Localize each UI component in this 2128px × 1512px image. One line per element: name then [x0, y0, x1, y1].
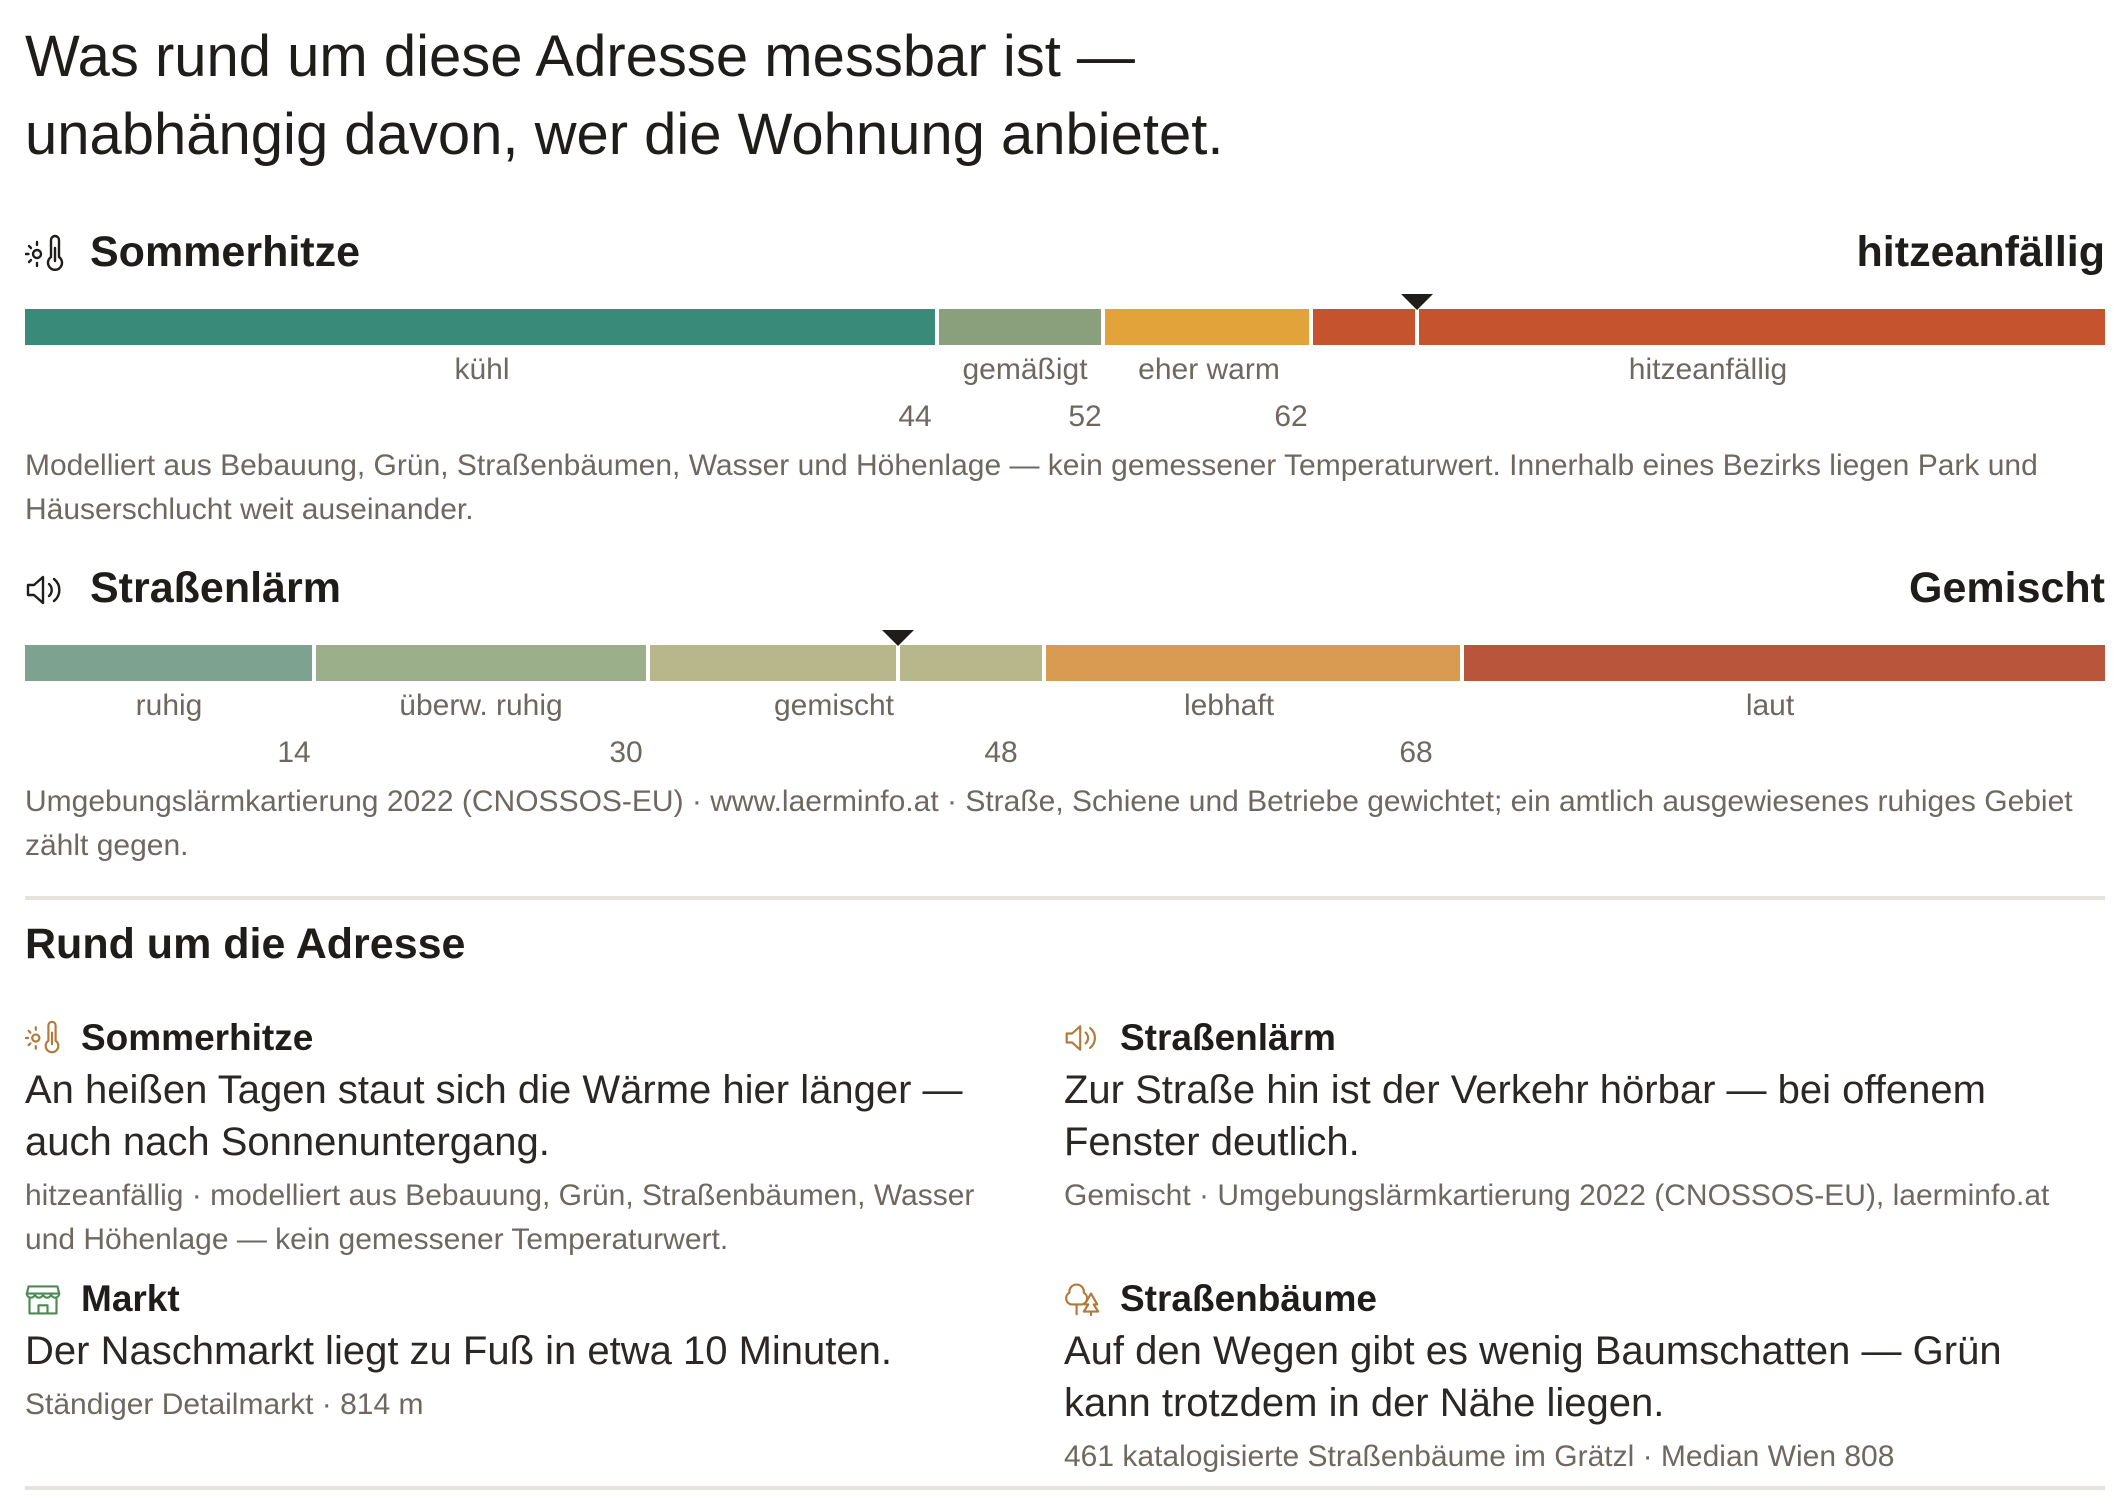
- card-strassenbaeume-text: Auf den Wegen gibt es wenig Baumschatten…: [1064, 1329, 2002, 1425]
- card-sommerhitze-text: An heißen Tagen staut sich die Wärme hie…: [25, 1068, 963, 1164]
- noise-metric-title: Straßenlärm: [90, 564, 341, 612]
- market-stall-icon: [25, 1285, 61, 1315]
- heat-metric-header: Sommerhitze hitzeanfällig: [25, 222, 2105, 282]
- heat-metric-title: Sommerhitze: [90, 228, 361, 276]
- noise-label-lebhaft: lebhaft: [1183, 689, 1275, 722]
- card-strassenlaerm: Straßenlärm Zur Straße hin ist der Verke…: [1064, 1012, 2064, 1218]
- card-strassenbaeume: Straßenbäume Auf den Wegen gibt es wenig…: [1064, 1273, 2064, 1479]
- noise-metric-header: Straßenlärm Gemischt: [25, 558, 2105, 618]
- headline-line-1: Was rund um diese Adresse messbar ist —: [25, 24, 1135, 89]
- card-sommerhitze-title: Sommerhitze: [81, 1017, 314, 1058]
- card-markt: Markt Der Naschmarkt liegt zu Fuß in etw…: [25, 1273, 1025, 1427]
- card-strassenlaerm-header: Straßenlärm: [1064, 1012, 2064, 1064]
- thermometer-sun-icon: [25, 234, 64, 271]
- heat-segment-hitzeanfaellig: [1309, 309, 2105, 345]
- heat-metric-verdict: hitzeanfällig: [1856, 228, 2105, 276]
- heat-label-kuehl: kühl: [454, 353, 510, 386]
- noise-metric: Straßenlärm Gemischt ruhig überw. ruhig …: [25, 558, 2105, 862]
- section-title: Rund um die Adresse: [25, 920, 466, 968]
- section-divider: [25, 896, 2105, 900]
- card-strassenlaerm-title: Straßenlärm: [1120, 1017, 1336, 1058]
- heat-note: Modelliert aus Bebauung, Grün, Straßenbä…: [25, 449, 2038, 526]
- noise-segment-ruhig: [25, 645, 312, 681]
- card-strassenbaeume-meta: 461 katalogisierte Straßenbäume im Grätz…: [1064, 1440, 1895, 1473]
- card-sommerhitze: Sommerhitze An heißen Tagen staut sich d…: [25, 1012, 1025, 1262]
- noise-label-ruhig: ruhig: [135, 689, 203, 722]
- heat-segment-gemaessigt: [935, 309, 1101, 345]
- card-sommerhitze-meta: hitzeanfällig · modelliert aus Bebauung,…: [25, 1179, 975, 1256]
- card-strassenlaerm-text: Zur Straße hin ist der Verkehr hörbar — …: [1064, 1068, 1986, 1164]
- noise-tick-14: 14: [277, 736, 311, 769]
- card-strassenlaerm-meta: Gemischt · Umgebungslärmkartierung 2022 …: [1064, 1179, 2050, 1212]
- heat-tick-62: 62: [1274, 400, 1308, 433]
- noise-tick-68: 68: [1399, 736, 1433, 769]
- noise-tick-30: 30: [609, 736, 643, 769]
- heat-tick-44: 44: [898, 400, 932, 433]
- trees-icon: [1065, 1283, 1100, 1317]
- noise-segment-ueberw-ruhig: [312, 645, 646, 681]
- heat-segment-eher-warm: [1101, 309, 1309, 345]
- heat-label-gemaessigt: gemäßigt: [962, 353, 1088, 386]
- card-markt-meta: Ständiger Detailmarkt · 814 m: [25, 1388, 424, 1421]
- noise-label-gemischt: gemischt: [773, 689, 895, 722]
- card-markt-title: Markt: [81, 1278, 180, 1319]
- noise-segment-lebhaft: [1042, 645, 1460, 681]
- heat-label-hitzeanfaellig: hitzeanfällig: [1628, 353, 1788, 386]
- heat-marker: [1401, 294, 1433, 310]
- noise-segment-laut: [1460, 645, 2105, 681]
- card-markt-header: Markt: [25, 1273, 1025, 1325]
- card-markt-text: Der Naschmarkt liegt zu Fuß in etwa 10 M…: [25, 1329, 893, 1373]
- speaker-icon: [1065, 1025, 1096, 1051]
- noise-label-laut: laut: [1745, 689, 1795, 722]
- noise-metric-verdict: Gemischt: [1909, 564, 2105, 612]
- noise-marker-line: [896, 645, 900, 681]
- heat-segment-kuehl: [25, 309, 935, 345]
- page-headline: Was rund um diese Adresse messbar ist — …: [25, 18, 1625, 174]
- noise-segment-gemischt: [646, 645, 1042, 681]
- heat-marker-line: [1415, 309, 1419, 345]
- heat-tick-52: 52: [1068, 400, 1102, 433]
- noise-scale-bar: [25, 645, 2105, 681]
- heat-scale-bar: [25, 309, 2105, 345]
- heat-metric: Sommerhitze hitzeanfällig kühl gemäßigt …: [25, 222, 2105, 526]
- headline-line-2: unabhängig davon, wer die Wohnung anbiet…: [25, 102, 1224, 167]
- thermometer-sun-icon: [25, 1020, 60, 1054]
- heat-label-eher-warm: eher warm: [1138, 353, 1280, 386]
- noise-note: Umgebungslärmkartierung 2022 (CNOSSOS-EU…: [25, 785, 2073, 862]
- speaker-icon: [26, 575, 61, 605]
- noise-marker: [882, 630, 914, 646]
- card-strassenbaeume-header: Straßenbäume: [1064, 1273, 2064, 1325]
- bottom-divider: [25, 1486, 2105, 1490]
- noise-label-ueberw-ruhig: überw. ruhig: [399, 689, 563, 722]
- noise-tick-48: 48: [984, 736, 1018, 769]
- card-strassenbaeume-title: Straßenbäume: [1120, 1278, 1378, 1319]
- card-sommerhitze-header: Sommerhitze: [25, 1012, 1025, 1064]
